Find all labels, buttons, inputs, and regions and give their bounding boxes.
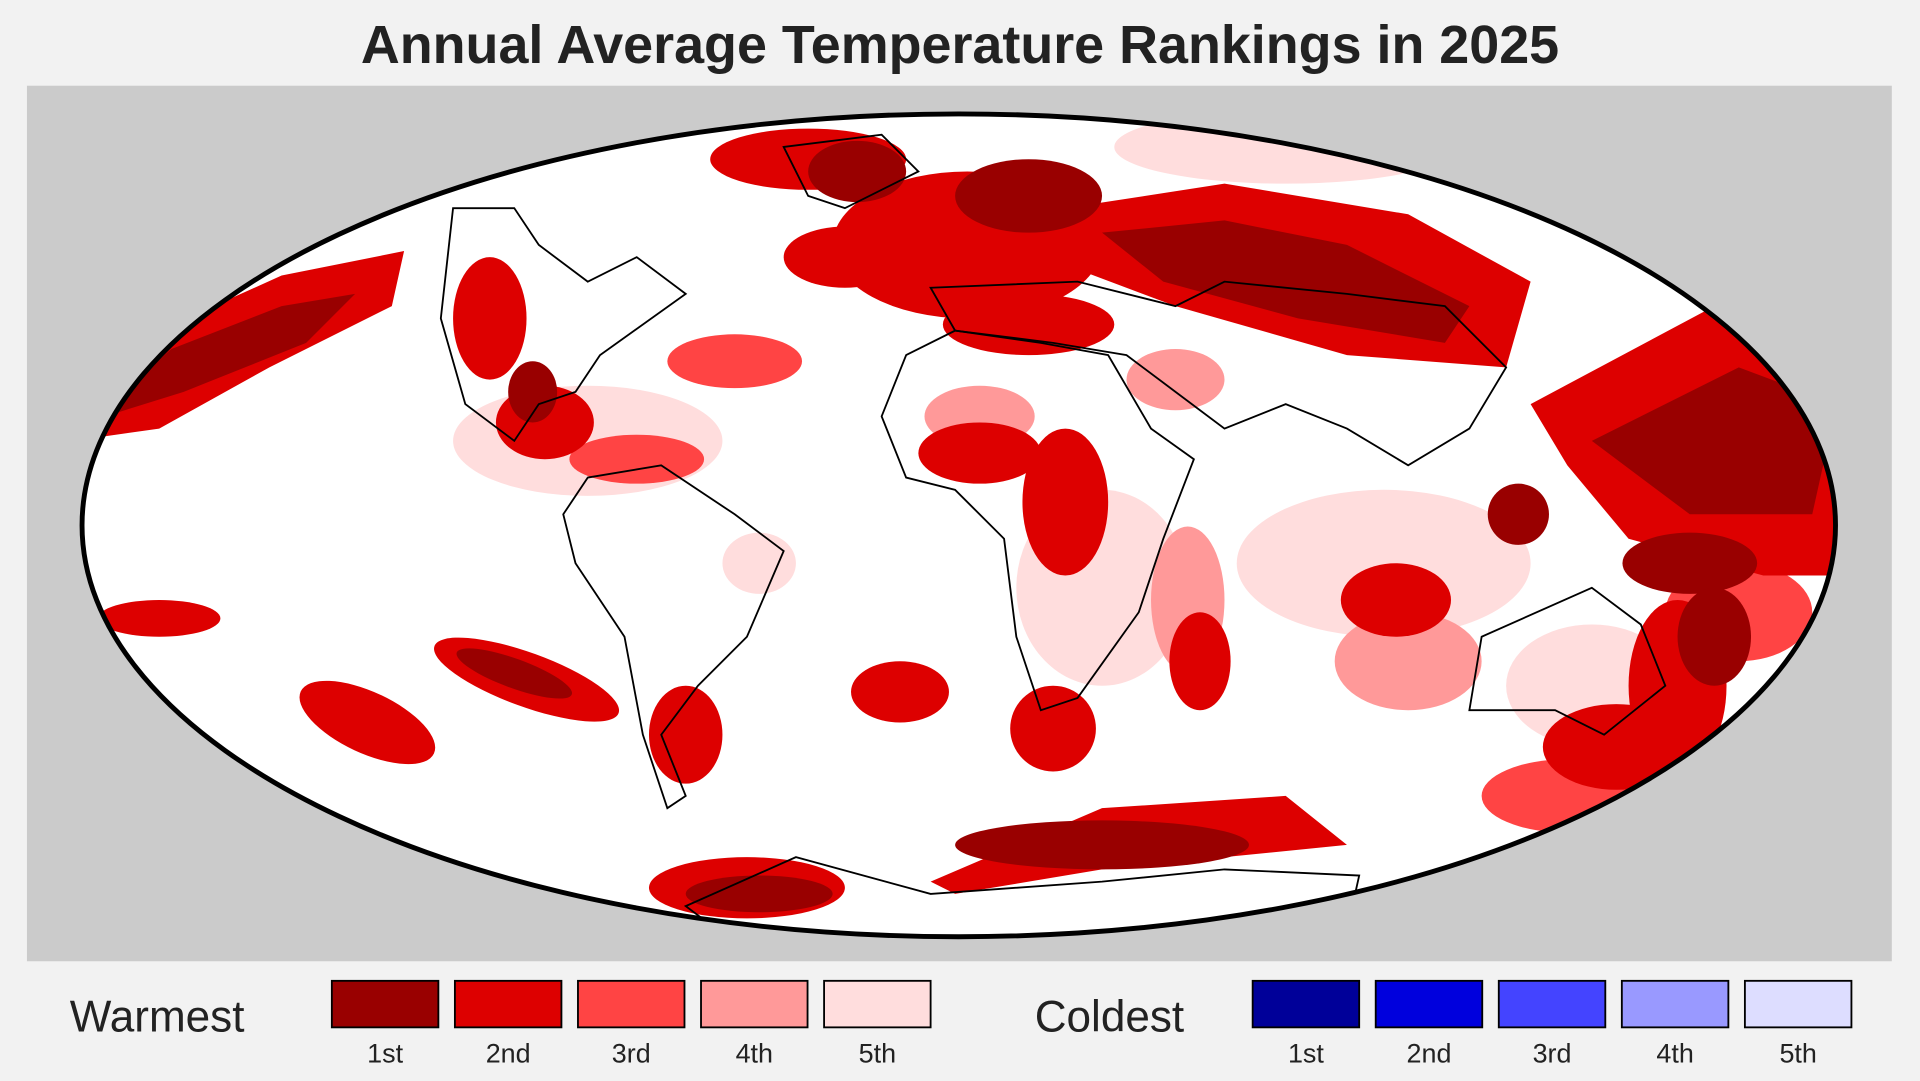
legend-group-label: Coldest: [1035, 993, 1184, 1042]
legend-item-label: 5th: [1779, 1039, 1816, 1069]
legend-swatch: [1743, 979, 1853, 1029]
legend-item-label: 1st: [367, 1039, 403, 1069]
legend-swatch: [1374, 979, 1484, 1029]
legend-group-label: Warmest: [70, 993, 245, 1042]
legend-item-label: 2nd: [1407, 1039, 1452, 1069]
legend-item-label: 3rd: [1533, 1039, 1572, 1069]
title: Annual Average Temperature Rankings in 2…: [361, 15, 1559, 75]
legend-swatch: [700, 979, 809, 1029]
legend-swatch: [1497, 979, 1607, 1029]
legend-swatch: [1251, 979, 1361, 1029]
legend-item-label: 3rd: [612, 1039, 651, 1069]
legend-item-label: 4th: [736, 1039, 773, 1069]
globe-outline: [79, 111, 1838, 940]
legend-swatch: [1620, 979, 1730, 1029]
legend-swatch: [577, 979, 686, 1029]
legend-swatch: [823, 979, 932, 1029]
legend-item-label: 1st: [1288, 1039, 1324, 1069]
legend-swatch: [453, 979, 563, 1029]
legend-item-label: 5th: [859, 1039, 896, 1069]
legend-swatch: [330, 979, 440, 1029]
legend-item-label: 4th: [1656, 1039, 1693, 1069]
legend-item-label: 2nd: [486, 1039, 531, 1069]
legend: Warmest 1st 2nd 3rd 4th 5th Coldest 1st 2nd 3rd 4t…: [70, 979, 1853, 1069]
